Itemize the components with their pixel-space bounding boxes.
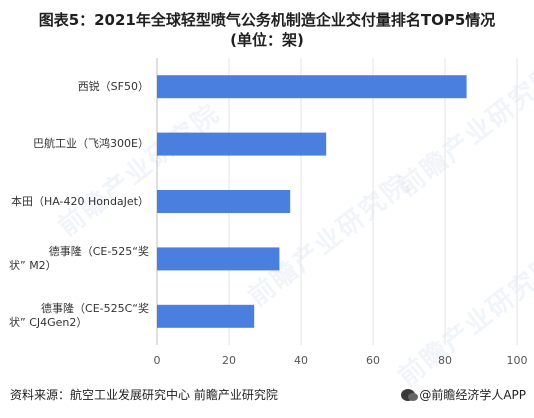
bar	[157, 304, 255, 328]
x-tick-label: 0	[153, 354, 161, 367]
source-note: 资料来源：航空工业发展研究中心 前瞻产业研究院	[10, 388, 278, 402]
wechat-icon	[401, 388, 419, 401]
category-label: 德事隆（CE-525“奖 状” M2）	[9, 244, 149, 272]
title-unit: (单位：架)	[230, 31, 304, 49]
publisher-credit: @前瞻经济学人APP	[401, 386, 526, 403]
category-label: 德事隆（CE-525C“奖 状” CJ4Gen2）	[9, 302, 149, 330]
bar	[157, 247, 280, 271]
chart-title: 图表5：2021年全球轻型喷气公务机制造企业交付量排名TOP5情况 (单位：架)	[0, 10, 534, 50]
publisher-text: @前瞻经济学人APP	[419, 388, 526, 402]
category-label: 本田（HA-420 HondaJet）	[10, 194, 149, 208]
x-tick-label: 40	[294, 354, 308, 367]
bar	[157, 190, 291, 213]
x-tick-label: 100	[506, 354, 528, 367]
title-main: 2021年全球轻型喷气公务机制造企业交付量排名TOP5情况	[94, 11, 496, 29]
category-label: 巴航工业（飞鸿300E）	[33, 137, 149, 151]
bar	[157, 75, 467, 99]
x-tick-label: 80	[438, 354, 452, 367]
bar	[157, 132, 327, 156]
title-prefix: 图表5：	[38, 11, 95, 29]
category-label: 西锐（SF50）	[77, 79, 149, 93]
x-tick-label: 20	[222, 354, 236, 367]
x-tick-label: 60	[366, 354, 380, 367]
